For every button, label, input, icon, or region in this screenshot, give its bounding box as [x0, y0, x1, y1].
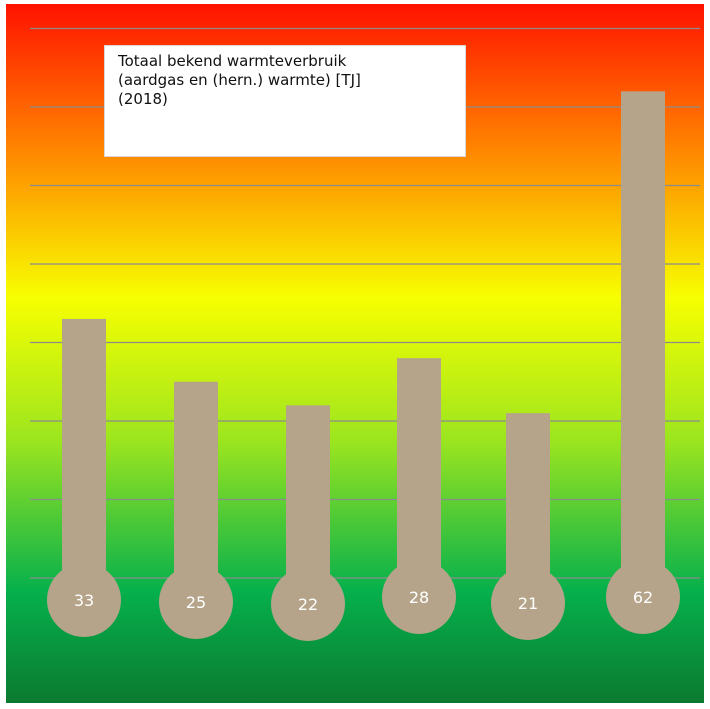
- chart-title-box: Totaal bekend warmteverbruik (aardgas en…: [104, 45, 466, 157]
- chart-title-line-1: Totaal bekend warmteverbruik: [118, 52, 347, 70]
- bar-value-label: 25: [186, 593, 206, 612]
- bar: [397, 358, 441, 597]
- gridlines: [30, 27, 700, 579]
- bar-value-label: 22: [298, 595, 318, 614]
- chart-title-line-2: (aardgas en (hern.) warmte) [TJ]: [118, 71, 361, 89]
- bar-bulb: [159, 565, 233, 639]
- bar-group: 28: [382, 358, 456, 634]
- bar-bulb: [382, 560, 456, 634]
- bar-group: 22: [271, 405, 345, 641]
- bar: [62, 318, 106, 600]
- bars: 33 25 22 28 21 62: [47, 91, 680, 641]
- bar: [621, 91, 665, 598]
- bar-value-label: 21: [518, 594, 538, 613]
- bar-value-label: 28: [409, 588, 429, 607]
- bar-bulb: [271, 567, 345, 641]
- bar-value-label: 62: [633, 588, 653, 607]
- bar-bulb: [47, 563, 121, 637]
- chart-title-line-3: (2018): [118, 90, 168, 108]
- bar-value-label: 33: [74, 591, 94, 610]
- bar-group: 21: [491, 413, 565, 640]
- bar-group: 62: [606, 91, 680, 634]
- bar-group: 25: [159, 381, 233, 639]
- bar-bulb: [606, 560, 680, 634]
- bar-group: 33: [47, 318, 121, 637]
- bar-bulb: [491, 566, 565, 640]
